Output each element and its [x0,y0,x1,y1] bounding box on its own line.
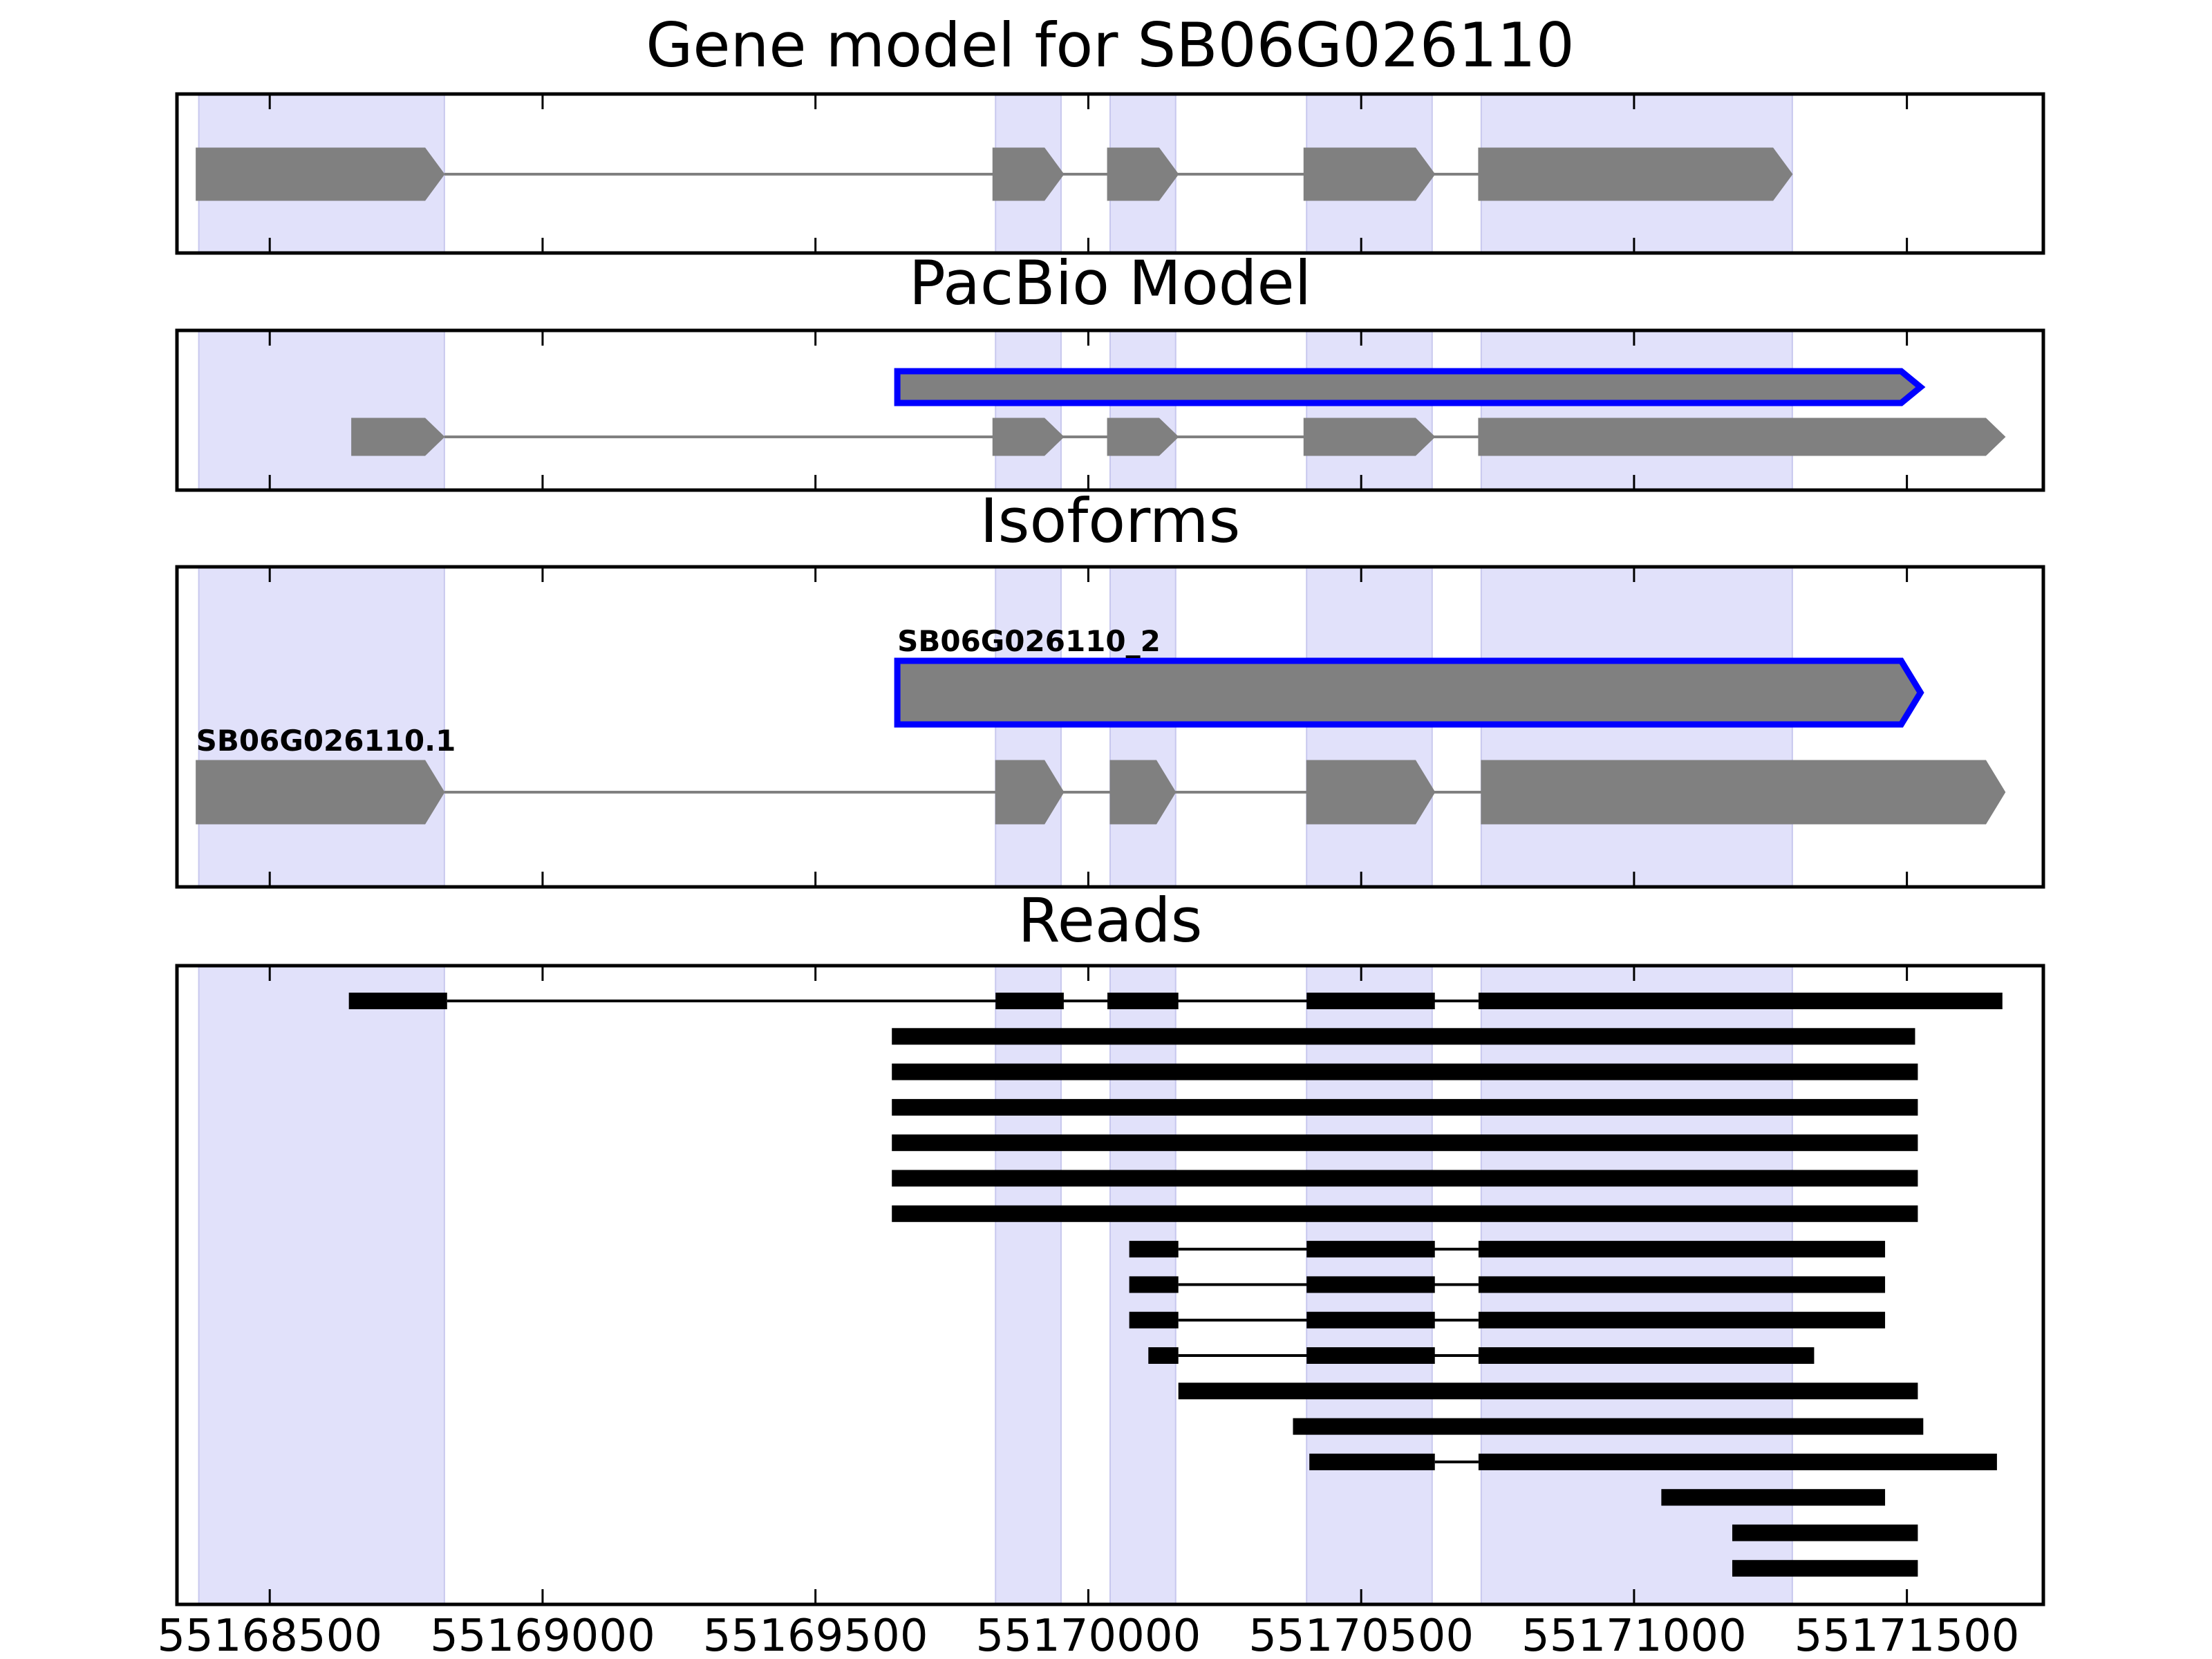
read-block [1306,1276,1435,1293]
panel-frame-isoforms [175,565,2045,889]
x-tick-label: 55168500 [157,1611,382,1659]
x-tick-label: 55169000 [430,1611,655,1659]
exon [196,760,445,825]
exon [1303,147,1436,201]
panel-gene-model: Gene model for SB06G026110 [175,10,2045,255]
read-block [1732,1524,1918,1541]
read-block [1306,1241,1435,1258]
panel-title-gene-model: Gene model for SB06G026110 [646,10,1575,81]
read-block [995,993,1064,1009]
x-tick-label: 55170000 [976,1611,1201,1659]
exon [1303,418,1436,456]
read-block [1148,1347,1179,1364]
shaded-region [198,566,445,888]
read-block [892,1205,1918,1222]
exon [992,147,1065,201]
read-block [1306,993,1435,1009]
exon [1306,760,1436,825]
exon [1107,147,1179,201]
read-block [1478,1453,1997,1470]
x-axis-labels: 55168500 55169000 55169500 55170000 55170500… [157,1611,2019,1659]
read-block [1178,1382,1918,1400]
x-tick-label: 55171500 [1794,1611,2020,1659]
shaded-region [198,965,445,1605]
exon [1109,760,1177,825]
read-block [1661,1489,1886,1506]
x-tick-label: 55171000 [1521,1611,1747,1659]
read-block [1478,1276,1886,1293]
isoform-label: SB06G026110_2 [897,624,1161,658]
read-block [892,1170,1918,1187]
exon [995,760,1065,825]
read-block [892,1063,1918,1080]
read-block [1478,993,2003,1009]
x-tick-label: 55170500 [1248,1611,1474,1659]
read-block [1306,1347,1435,1364]
read-block [892,1098,1918,1116]
panel-frame-gene-model [175,92,2045,255]
shaded-region [1306,330,1433,491]
exon [1107,418,1179,456]
read-block [1293,1418,1924,1435]
read-block [1306,1311,1435,1329]
read-block [1107,993,1179,1009]
highlighted-exon [894,657,1924,728]
panel-title-pacbio-model: PacBio Model [909,247,1311,319]
pacbio-model-track [198,330,2006,491]
gene-model-track [196,93,1909,254]
exon [1478,418,2006,456]
read-block [892,1028,1915,1045]
reads-track [198,965,2003,1605]
panel-frame-pacbio-model [175,328,2045,492]
highlighted-exon [894,368,1926,406]
panel-title-reads: Reads [1018,885,1203,956]
panel-reads: Reads [175,885,2045,1606]
read-block [892,1134,1918,1152]
x-tick-label: 55169500 [703,1611,928,1659]
read-block [1129,1311,1179,1329]
read-block [1732,1559,1918,1577]
read-block [1478,1311,1886,1329]
isoform-label: SB06G026110.1 [196,724,456,758]
read-block [1478,1347,1815,1364]
shaded-region [995,330,1062,491]
panel-isoforms: Isoforms SB06G026110_2 SB06G026110.1 [175,485,2045,889]
read-block [348,993,447,1009]
shaded-region [995,965,1062,1605]
shaded-region [1109,330,1177,491]
read-block [1129,1241,1179,1258]
exon [351,418,445,456]
isoforms-track: SB06G026110_2 SB06G026110.1 [196,566,2006,888]
shaded-region [1480,330,1793,491]
panel-pacbio-model: PacBio Model [175,247,2045,492]
read-block [1129,1276,1179,1293]
panel-title-isoforms: Isoforms [980,485,1241,556]
exon [196,147,445,201]
exon [1481,760,2006,825]
panel-frame-reads [175,964,2045,1606]
shaded-region [198,330,445,491]
read-block [1309,1453,1435,1470]
exon [1478,147,1793,201]
read-block [1478,1241,1886,1258]
exon [992,418,1065,456]
